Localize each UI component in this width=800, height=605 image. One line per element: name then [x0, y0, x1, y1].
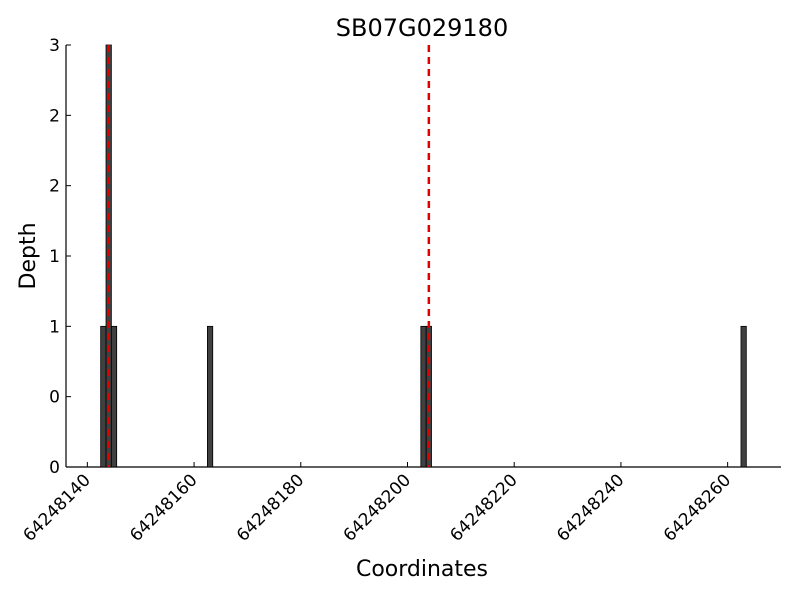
y-tick-label: 1	[49, 247, 60, 267]
x-tick-label: 64248260	[660, 470, 735, 545]
chart-title: SB07G029180	[336, 14, 508, 42]
depth-bar	[740, 325, 747, 468]
y-tick-label: 3	[49, 36, 60, 56]
depth-bar	[100, 325, 107, 468]
x-axis-label: Coordinates	[356, 557, 488, 582]
plot-area: 0 0 1 1 2 2 3 64248140 64248160 64248180 64248200 6…	[20, 36, 781, 546]
y-tick-label: 0	[49, 458, 60, 478]
y-tick-label: 0	[49, 388, 60, 408]
y-tick-label: 2	[49, 106, 60, 126]
depth-bar	[206, 325, 214, 468]
y-tick-label: 1	[49, 317, 60, 337]
x-tick-label: 64248200	[340, 470, 415, 545]
x-tick-label: 64248160	[126, 470, 201, 545]
x-tick-label: 64248220	[446, 470, 521, 545]
x-tick-label: 64248180	[233, 470, 308, 545]
y-axis-label: Depth	[16, 222, 41, 289]
x-tick-label: 64248240	[553, 470, 628, 545]
y-tick-label: 2	[49, 177, 60, 197]
depth-bar	[110, 325, 118, 468]
x-tick-label: 64248140	[20, 470, 95, 545]
depth-bar	[420, 325, 427, 468]
